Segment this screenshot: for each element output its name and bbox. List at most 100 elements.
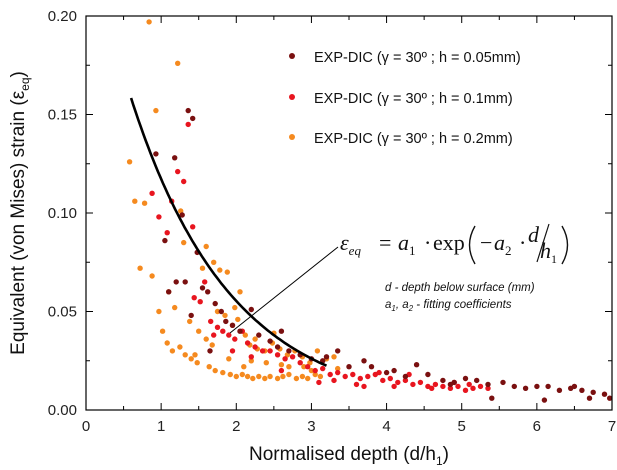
data-point-series-1 <box>205 289 211 295</box>
data-point-series-3 <box>317 373 324 380</box>
data-point-series-1 <box>402 373 409 380</box>
data-point-series-2 <box>365 373 371 380</box>
data-point-series-2 <box>149 190 155 196</box>
data-point-series-3 <box>301 364 307 370</box>
eq-h-sub: 1 <box>551 252 557 266</box>
data-point-series-3 <box>209 342 215 348</box>
data-point-series-3 <box>159 328 166 334</box>
data-point-series-2 <box>274 352 281 358</box>
x-tick-label: 0 <box>82 418 90 435</box>
data-point-series-3 <box>203 243 209 250</box>
data-point-series-3 <box>199 265 206 271</box>
x-tick-label: 3 <box>307 418 315 435</box>
x-tick-label: 2 <box>232 418 240 435</box>
data-point-series-2 <box>410 381 416 388</box>
eq-h: h <box>540 238 551 263</box>
plot-frame <box>85 15 613 411</box>
data-point-series-1 <box>607 395 613 401</box>
data-point-series-2 <box>455 383 461 390</box>
axis-ticks <box>85 15 613 411</box>
fit-equation: εeq = a1 · exp − a2 · d h1 <box>340 222 569 266</box>
data-point-series-2 <box>220 328 226 334</box>
data-point-series-1 <box>212 300 218 307</box>
data-point-series-3 <box>237 289 243 295</box>
data-point-series-1 <box>172 155 178 161</box>
data-point-series-3 <box>262 375 268 382</box>
data-point-series-3 <box>256 373 262 380</box>
data-point-series-2 <box>350 371 356 378</box>
eq-a1-sub: 1 <box>409 243 416 258</box>
data-point-series-3 <box>331 354 337 360</box>
x-tick-label: 6 <box>533 418 541 435</box>
data-point-series-2 <box>342 373 348 380</box>
data-point-series-3 <box>252 336 258 342</box>
data-point-series-3 <box>149 273 155 279</box>
data-point-series-3 <box>187 318 193 325</box>
data-point-series-3 <box>156 308 162 315</box>
legend-marker-series-3 <box>289 134 295 140</box>
data-point-series-2 <box>432 381 439 388</box>
data-point-series-2 <box>156 214 162 220</box>
note-a2: a <box>402 299 408 311</box>
eq-a2: a <box>494 230 505 255</box>
data-point-series-2 <box>185 121 191 128</box>
data-point-series-2 <box>229 348 236 354</box>
data-point-series-3 <box>232 304 238 311</box>
data-point-series-1 <box>286 348 292 354</box>
data-point-series-3 <box>177 344 183 350</box>
data-point-series-1 <box>383 369 390 376</box>
data-point-series-3 <box>274 375 281 382</box>
data-point-series-3 <box>164 340 170 346</box>
data-point-series-3 <box>286 364 292 370</box>
eq-paren-right <box>561 225 569 265</box>
data-point-series-2 <box>316 379 322 386</box>
data-point-series-3 <box>203 336 209 342</box>
data-point-series-1 <box>207 348 213 354</box>
data-point-series-1 <box>173 279 179 285</box>
data-point-series-3 <box>244 373 251 380</box>
data-point-series-3 <box>278 362 285 368</box>
eq-paren-left <box>468 225 476 265</box>
data-point-series-1 <box>162 237 168 244</box>
data-point-series-3 <box>312 371 318 378</box>
legend-marker-series-1 <box>289 53 295 59</box>
data-point-series-3 <box>169 348 176 354</box>
data-point-series-3 <box>241 364 247 370</box>
data-point-series-1 <box>586 395 593 401</box>
legend-label-series-2: EXP-DIC (γ = 30º ; h = 0.1mm) <box>314 91 513 107</box>
legend-marker-series-2 <box>289 94 295 100</box>
data-point-series-3 <box>293 375 300 382</box>
data-point-series-1 <box>601 391 608 397</box>
data-point-series-2 <box>391 383 397 390</box>
data-point-series-2 <box>357 375 363 382</box>
data-point-series-1 <box>368 364 375 370</box>
eq-dot-2: · <box>519 230 526 255</box>
data-point-series-3 <box>263 360 269 366</box>
data-point-series-3 <box>267 373 273 380</box>
data-point-series-3 <box>214 308 221 315</box>
y-tick-label: 0.15 <box>48 107 77 124</box>
data-point-series-2 <box>190 224 196 230</box>
data-point-series-1 <box>485 381 491 388</box>
data-point-series-1 <box>248 306 254 313</box>
data-point-series-1 <box>218 308 224 315</box>
data-point-series-2 <box>278 367 285 374</box>
data-point-series-1 <box>182 279 188 285</box>
data-point-series-2 <box>312 367 318 374</box>
note-a2-sub: 2 <box>408 304 414 313</box>
data-point-series-1 <box>346 364 352 370</box>
data-point-series-2 <box>252 344 258 350</box>
svg-text:a1: a1 <box>398 230 416 258</box>
data-point-series-3 <box>188 356 194 362</box>
data-point-series-3 <box>242 332 248 338</box>
svg-text:a2: a2 <box>494 230 512 258</box>
data-point-series-3 <box>335 365 341 372</box>
data-point-series-1 <box>223 318 229 325</box>
data-point-series-3 <box>224 269 230 275</box>
data-point-series-2 <box>402 377 409 384</box>
data-point-series-1 <box>267 338 273 344</box>
data-point-series-1 <box>185 107 191 114</box>
data-point-series-2 <box>429 385 435 391</box>
data-point-series-3 <box>141 200 148 206</box>
data-points <box>126 19 613 403</box>
